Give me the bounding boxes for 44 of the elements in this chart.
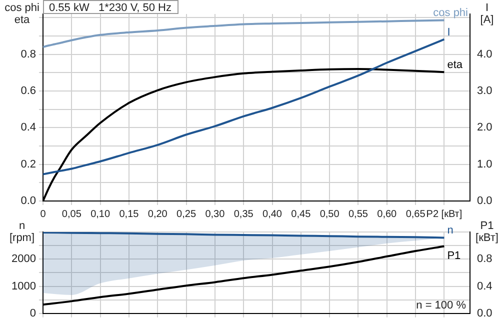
y-axis-title: cos phi eta: [4, 2, 40, 26]
y2-axis-title: I [A]: [480, 2, 494, 26]
annotation: n = 100 %: [416, 299, 466, 312]
series-label: P1: [447, 250, 461, 262]
x-tick-label: 0,30: [205, 208, 226, 220]
y-axis-title: n [rpm]: [9, 220, 35, 244]
x-tick-label: 0,55: [348, 208, 368, 220]
x-tick-label: 0,20: [148, 208, 168, 220]
y2-tick-label: 0.8: [477, 253, 492, 266]
y2-tick-label: 4.0: [477, 48, 492, 60]
y2-tick-label: 0.0: [477, 307, 492, 320]
y2-axis-title: P1 [кВт]: [476, 220, 498, 244]
x-tick-label: 0,10: [90, 208, 110, 220]
series-label: eta: [447, 59, 464, 72]
x-tick-label: 0,05: [62, 208, 82, 220]
x-tick-label: 0,60: [377, 208, 398, 220]
y-tick-label: 0.8: [20, 48, 36, 60]
x-tick-label: 0,40: [262, 208, 282, 220]
x-tick-label: 0,15: [119, 208, 140, 220]
y-tick-label: 0.6: [20, 85, 36, 98]
y-tick-label: 2000: [12, 253, 36, 266]
y-tick-label: 1000: [12, 280, 36, 292]
x-tick-label: P2 [кВт]: [426, 208, 462, 220]
y-tick-label: 0.4: [20, 122, 36, 134]
y-tick-label: 0: [30, 307, 36, 320]
series-label: cos phi: [433, 7, 468, 20]
y-tick-label: 0.2: [20, 158, 36, 170]
y2-tick-label: 0.4: [477, 280, 492, 292]
x-tick-label: 0: [40, 208, 46, 220]
x-tick-label: 0,50: [320, 208, 340, 220]
y2-tick-label: 1.0: [477, 158, 492, 170]
y-tick-label: 0.0: [20, 195, 36, 208]
line-series: [43, 19, 446, 48]
series-label: I: [447, 26, 450, 38]
y2-tick-label: 0.0: [477, 195, 492, 208]
x-tick-label: 0,35: [234, 208, 254, 220]
x-tick-label: 0,65: [406, 208, 426, 220]
line-series: [43, 38, 446, 176]
y2-tick-label: 2.0: [477, 122, 492, 134]
chart-title: 0.55 kW 1*230 V, 50 Hz: [49, 2, 172, 14]
y2-tick-label: 3.0: [477, 85, 492, 98]
x-tick-label: 0,45: [291, 208, 312, 220]
series-label: n: [447, 224, 454, 237]
x-tick-label: 0,25: [176, 208, 196, 220]
